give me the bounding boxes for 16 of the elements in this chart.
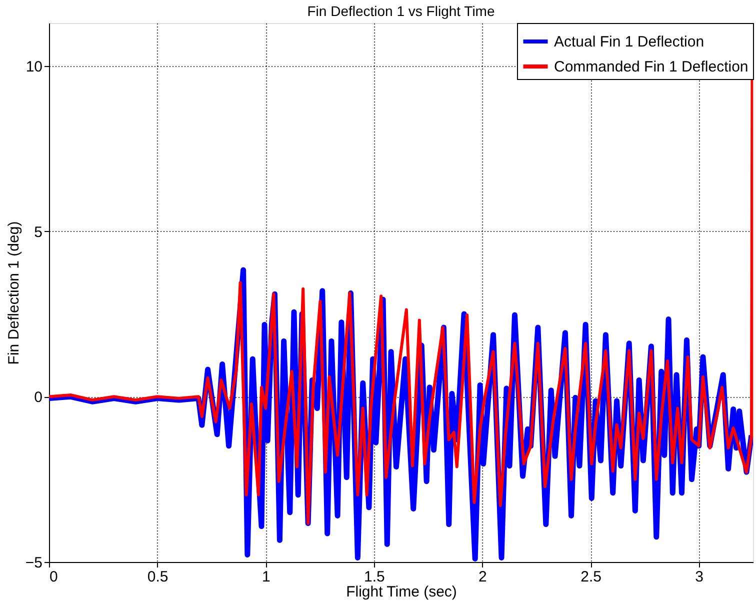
y-tick-label: 0 [34,389,42,406]
chart-title: Fin Deflection 1 vs Flight Time [307,3,495,19]
x-tick-label: 2 [478,568,487,586]
legend-label: Actual Fin 1 Deflection [554,34,704,50]
x-axis-title: Flight Time (sec) [346,584,457,600]
y-tick-label: −5 [25,554,42,572]
y-tick-label: 5 [34,224,42,241]
x-tick-label: 2.5 [580,568,602,586]
x-tick-label: 3 [695,568,704,586]
y-tick-label: 10 [26,58,42,76]
legend-label: Commanded Fin 1 Deflection [554,58,748,76]
x-tick-label: 0 [50,568,58,586]
y-axis-title: Fin Deflection 1 (deg) [5,221,22,365]
x-tick-label: 1.5 [364,568,385,586]
x-tick-label: 1 [262,568,270,586]
x-tick-label: 0.5 [147,568,168,586]
